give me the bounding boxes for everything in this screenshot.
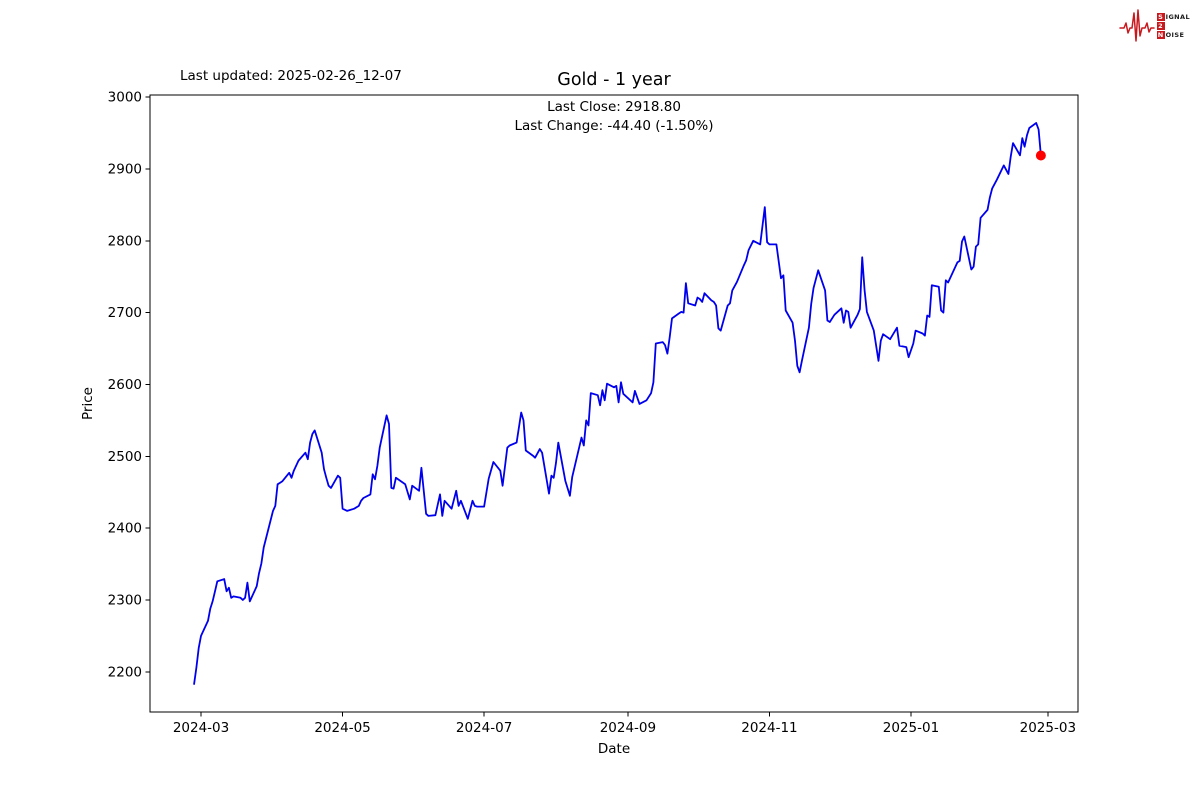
last-updated-label: Last updated: 2025-02-26_12-07: [180, 68, 402, 84]
logo-letter-2: 2: [1156, 22, 1165, 30]
y-tick-label: 2700: [108, 305, 142, 321]
logo-noise-rest: OISE: [1165, 31, 1185, 39]
y-tick-label: 2900: [108, 161, 142, 177]
chart-title: Gold - 1 year: [557, 70, 671, 90]
ecg-waveform-icon: [1118, 9, 1155, 42]
x-tick-label: 2024-09: [600, 720, 656, 736]
x-tick-label: 2024-07: [456, 720, 512, 736]
x-tick-label: 2025-03: [1020, 720, 1076, 736]
last-close-text: Last Close: 2918.80: [547, 99, 681, 115]
x-tick-label: 2024-03: [173, 720, 229, 736]
y-tick-label: 2600: [108, 377, 142, 393]
signal2noise-logo: S IGNAL 2 N OISE: [1118, 6, 1190, 46]
x-tick-label: 2025-01: [883, 720, 939, 736]
logo-text: S IGNAL 2 N OISE: [1156, 13, 1190, 39]
y-tick-label: 2400: [108, 521, 142, 537]
logo-signal-rest: IGNAL: [1165, 13, 1190, 21]
x-axis-label: Date: [598, 741, 630, 757]
price-line: [193, 122, 1042, 685]
x-tick-label: 2024-11: [741, 720, 797, 736]
logo-letter-s: S: [1156, 13, 1165, 21]
y-tick-label: 2300: [108, 592, 142, 608]
logo-row-noise: N OISE: [1156, 31, 1190, 39]
last-change-text: Last Change: -44.40 (-1.50%): [514, 118, 714, 134]
logo-letter-n: N: [1156, 31, 1165, 39]
y-tick-label: 2800: [108, 233, 142, 249]
y-tick-label: 2200: [108, 664, 142, 680]
logo-row-signal: S IGNAL: [1156, 13, 1190, 21]
axes-box: [149, 94, 1079, 713]
last-close-dot: [1035, 150, 1046, 161]
y-tick-label: 2500: [108, 449, 142, 465]
y-tick-label: 3000: [108, 90, 142, 106]
y-axis-label: Price: [80, 387, 96, 420]
logo-row-two: 2: [1156, 22, 1190, 30]
last-close-annotation: Last Close: 2918.80 Last Change: -44.40 …: [150, 98, 1078, 136]
x-tick-label: 2024-05: [314, 720, 370, 736]
